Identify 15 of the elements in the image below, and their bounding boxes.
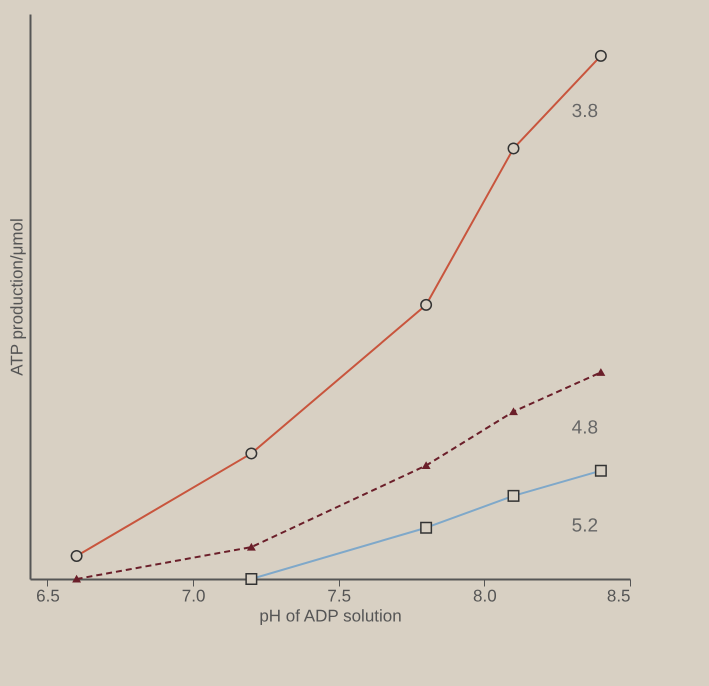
point [247, 544, 256, 551]
point [596, 368, 605, 376]
x-axis-title: pH of ADP solution [259, 606, 402, 626]
x-tick-label: 7.5 [327, 586, 352, 606]
point [510, 408, 518, 416]
y-axis-title: ATP production/μmol [8, 218, 26, 376]
x-tick-label: 6.5 [36, 586, 60, 606]
x-tick-label: 7.0 [182, 586, 206, 606]
series-label: 5.2 [572, 516, 598, 537]
series-label: 3.8 [572, 100, 598, 122]
x-tick-label: 8.0 [473, 586, 497, 606]
series-label: 4.8 [572, 417, 598, 438]
point [72, 576, 81, 582]
x-tick-label: 8.5 [606, 586, 630, 606]
point [422, 462, 430, 469]
